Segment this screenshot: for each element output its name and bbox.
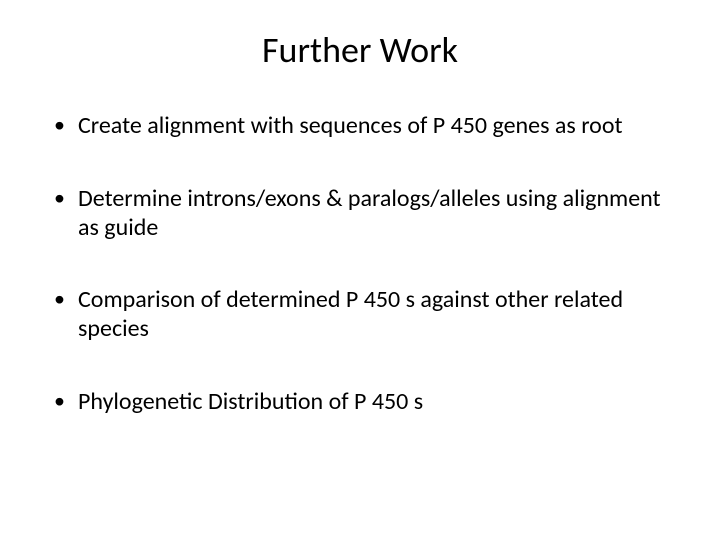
slide-title: Further Work (50, 28, 670, 72)
bullet-list: Create alignment with sequences of P 450… (50, 112, 670, 417)
list-item: Phylogenetic Distribution of P 450 s (50, 388, 670, 417)
list-item: Create alignment with sequences of P 450… (50, 112, 670, 141)
list-item: Comparison of determined P 450 s against… (50, 286, 670, 344)
list-item: Determine introns/exons & paralogs/allel… (50, 185, 670, 243)
slide-container: Further Work Create alignment with seque… (0, 0, 720, 540)
